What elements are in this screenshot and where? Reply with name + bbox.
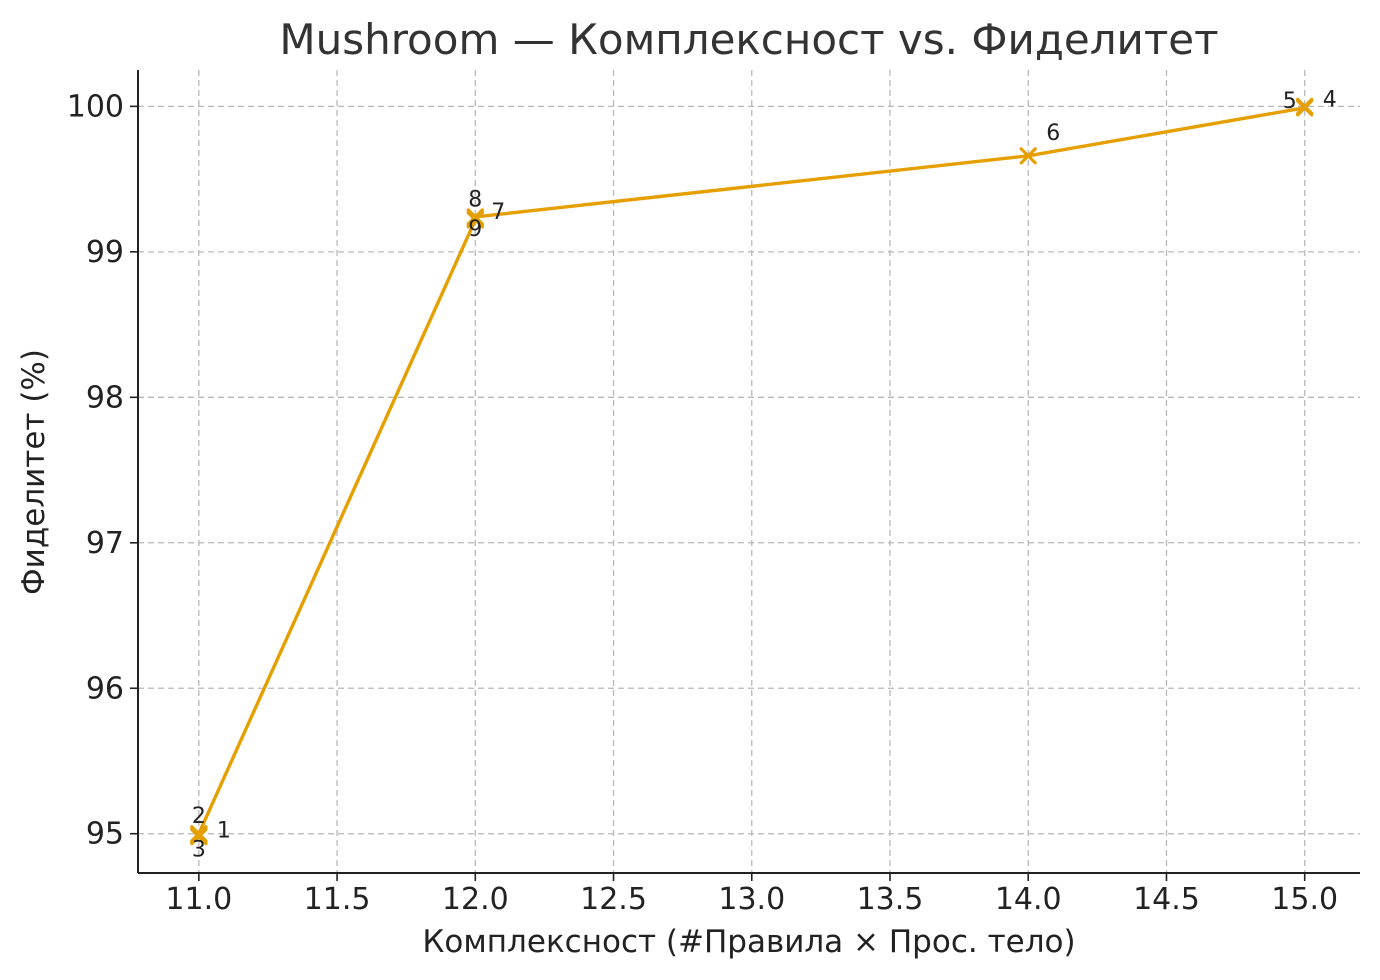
- data-point-marker: [466, 208, 484, 226]
- data-point-marker: [1296, 97, 1314, 115]
- x-tick-label: 14.0: [995, 882, 1062, 917]
- x-tick-label: 11.0: [165, 882, 232, 917]
- marker-stroke: [190, 825, 208, 843]
- y-tick-label: 98: [86, 380, 124, 415]
- x-tick-label: 14.5: [1133, 882, 1200, 917]
- point-label: 2: [192, 804, 206, 829]
- x-tick-label: 11.5: [304, 882, 371, 917]
- point-label: 9: [468, 217, 482, 242]
- y-axis-ticks: 95 96 97 98 99 100: [67, 89, 138, 852]
- marker-stroke: [1019, 147, 1037, 165]
- marker-stroke: [466, 208, 484, 226]
- point-label: 1: [217, 819, 231, 844]
- y-tick-label: 96: [86, 671, 124, 706]
- point-label: 8: [468, 187, 482, 212]
- marker-stroke: [1296, 97, 1314, 115]
- point-label: 4: [1323, 87, 1337, 112]
- x-axis-label: Комплексност (#Правила × Прос. тело): [422, 924, 1075, 960]
- chart-title: Mushroom — Комплексност vs. Фиделитет: [279, 15, 1218, 64]
- point-label: 7: [491, 200, 505, 225]
- x-tick-label: 13.0: [718, 882, 785, 917]
- x-tick-label: 12.0: [442, 882, 509, 917]
- data-point-marker: [1019, 147, 1037, 165]
- grid-lines: [138, 70, 1360, 873]
- point-label: 6: [1046, 121, 1060, 146]
- axes: [137, 70, 1360, 874]
- x-tick-label: 13.5: [857, 882, 924, 917]
- y-axis-label: Фиделитет (%): [16, 349, 52, 595]
- point-label: 3: [192, 838, 206, 863]
- point-label: 5: [1283, 89, 1297, 114]
- x-tick-label: 15.0: [1271, 882, 1338, 917]
- y-tick-label: 100: [67, 89, 124, 124]
- y-tick-label: 99: [86, 235, 124, 270]
- y-tick-label: 97: [86, 526, 124, 561]
- data-series: 3 21 9 87 6 5 4: [190, 87, 1337, 863]
- x-axis-ticks: 11.0 11.5 12.0 12.5 13.0 13.5 14.0 14.5 15.0: [165, 873, 1338, 917]
- x-tick-label: 12.5: [580, 882, 647, 917]
- data-point-marker: [190, 825, 208, 843]
- y-tick-label: 95: [86, 817, 124, 852]
